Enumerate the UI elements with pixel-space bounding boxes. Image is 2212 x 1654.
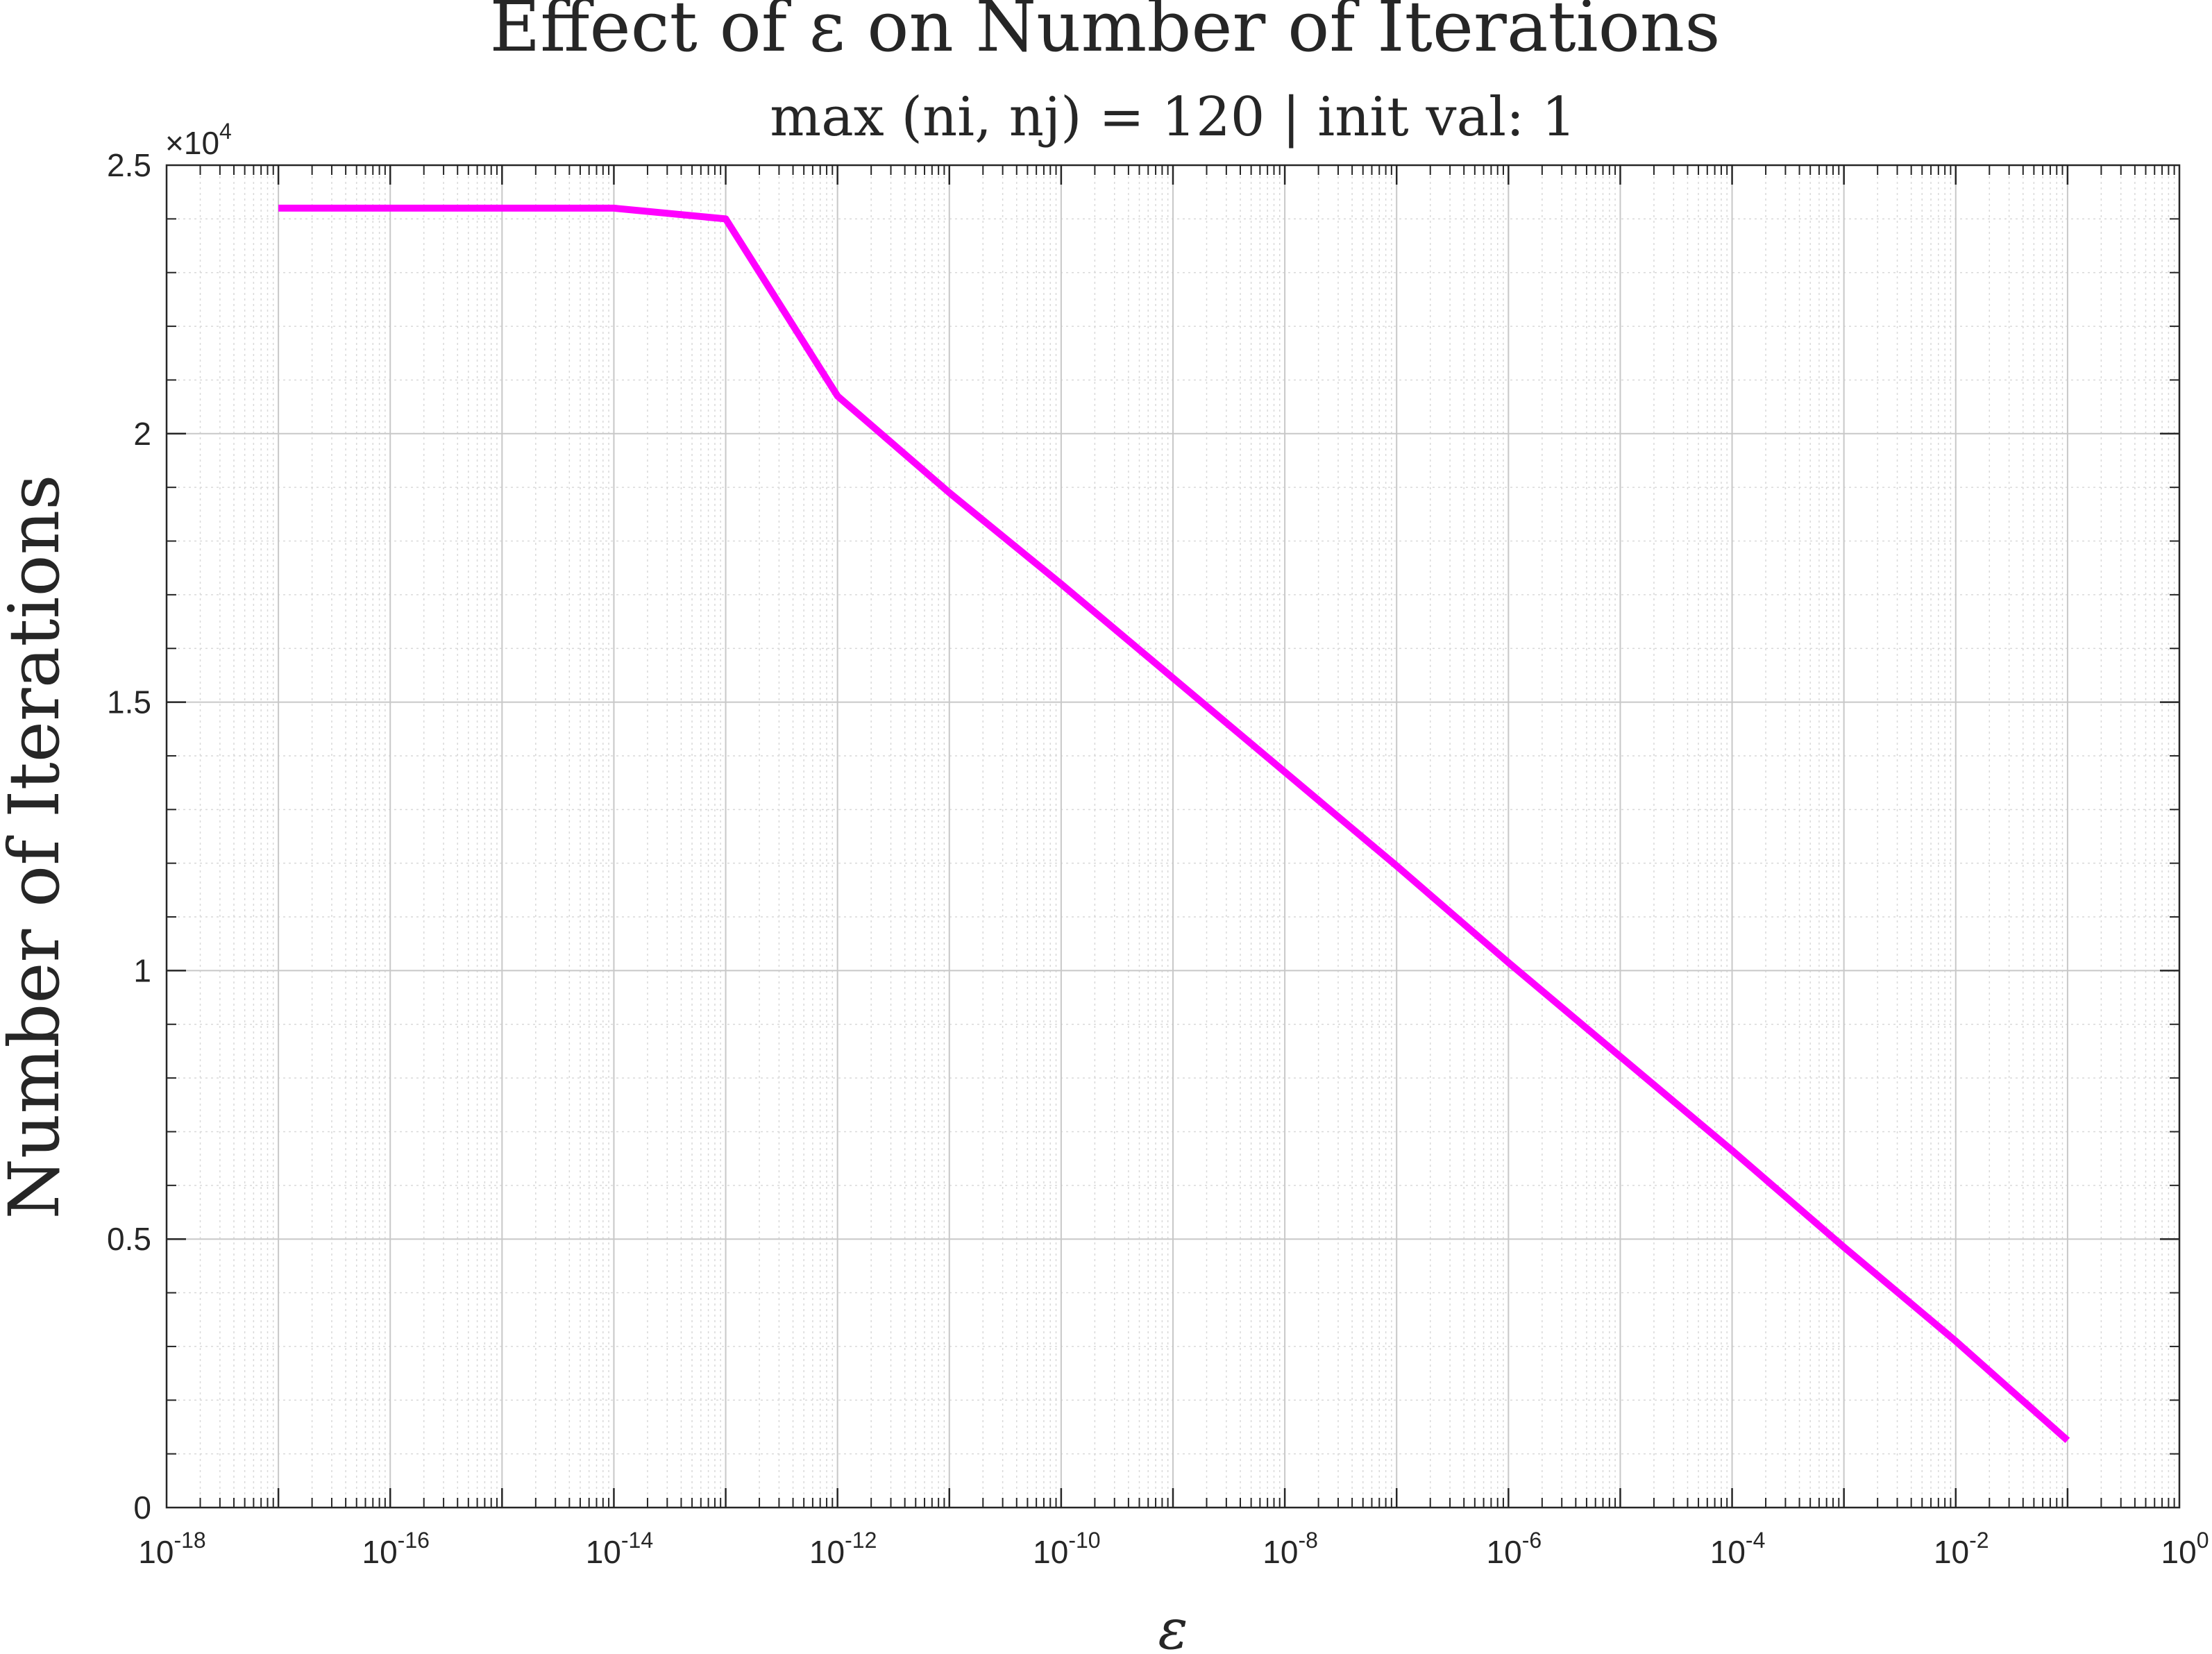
x-tick-labels: 10-18 10-16 10-14 10-12 10-10 10-8 10-6 10-4 10-… bbox=[138, 1528, 2209, 1570]
x-tick-label-exponent: -12 bbox=[845, 1528, 877, 1553]
y-axis-exponent-power: 4 bbox=[219, 119, 232, 144]
x-tick-label: 10-8 bbox=[1263, 1528, 1318, 1570]
data-point bbox=[2067, 1440, 2068, 1441]
data-point bbox=[1955, 1341, 1956, 1342]
y-tick-label: 0 bbox=[133, 1490, 151, 1526]
y-tick-label: 1.5 bbox=[107, 684, 151, 720]
major-grid bbox=[167, 165, 2179, 1508]
chart-subtitle: max (ni, nj) = 120 | init val: 1 bbox=[770, 86, 1576, 149]
x-tick-label: 10-4 bbox=[1710, 1528, 1766, 1570]
x-tick-label: 10-14 bbox=[586, 1528, 653, 1570]
series-line bbox=[278, 204, 2070, 1444]
data-point bbox=[1508, 962, 1509, 963]
x-tick-label-exponent: -14 bbox=[621, 1528, 653, 1553]
x-tick-label-exponent: -8 bbox=[1298, 1528, 1317, 1553]
data-point bbox=[1173, 677, 1174, 678]
x-tick-label-exponent: -2 bbox=[1969, 1528, 1989, 1553]
x-tick-label: 100 bbox=[2161, 1528, 2209, 1570]
tick-marks bbox=[167, 165, 2179, 1508]
y-axis-exponent-base: ×10 bbox=[165, 125, 219, 161]
x-tick-label-exponent: -10 bbox=[1068, 1528, 1100, 1553]
x-tick-label-exponent: -16 bbox=[398, 1528, 430, 1553]
y-tick-label: 0.5 bbox=[107, 1221, 151, 1257]
x-tick-label-base: 10 bbox=[586, 1534, 621, 1570]
x-axis-label: ε bbox=[1158, 1597, 1188, 1654]
x-tick-label-base: 10 bbox=[362, 1534, 398, 1570]
x-tick-label: 10-18 bbox=[138, 1528, 205, 1570]
x-tick-label-base: 10 bbox=[1263, 1534, 1298, 1570]
x-tick-label-base: 10 bbox=[1934, 1534, 1969, 1570]
y-tick-labels: 0 0.5 1 1.5 2 2.5 bbox=[107, 147, 151, 1526]
y-axis-label: Number of Iterations bbox=[0, 475, 75, 1220]
chart-title: Effect of ε on Number of Iterations bbox=[489, 0, 1720, 67]
x-tick-label-base: 10 bbox=[138, 1534, 174, 1570]
x-tick-label-base: 10 bbox=[1487, 1534, 1522, 1570]
x-tick-label-exponent: 0 bbox=[2197, 1528, 2209, 1553]
x-tick-label: 10-12 bbox=[809, 1528, 877, 1570]
x-tick-label: 10-10 bbox=[1033, 1528, 1100, 1570]
x-tick-label-exponent: -18 bbox=[174, 1528, 205, 1553]
x-tick-label-exponent: -4 bbox=[1746, 1528, 1765, 1553]
x-tick-label-base: 10 bbox=[1033, 1534, 1068, 1570]
y-axis-exponent: ×104 bbox=[165, 119, 232, 161]
x-tick-label-base: 10 bbox=[809, 1534, 845, 1570]
x-tick-label: 10-2 bbox=[1934, 1528, 1989, 1570]
y-tick-label: 1 bbox=[133, 952, 151, 988]
y-tick-label: 2 bbox=[133, 416, 151, 452]
y-tick-label: 2.5 bbox=[107, 147, 151, 183]
series-layer bbox=[278, 204, 2070, 1444]
x-tick-label: 10-6 bbox=[1487, 1528, 1542, 1570]
x-tick-label-base: 10 bbox=[1710, 1534, 1746, 1570]
x-tick-label: 10-16 bbox=[362, 1528, 430, 1570]
x-tick-label-base: 10 bbox=[2161, 1534, 2197, 1570]
data-point bbox=[1620, 1056, 1621, 1057]
x-tick-label-exponent: -6 bbox=[1522, 1528, 1542, 1553]
